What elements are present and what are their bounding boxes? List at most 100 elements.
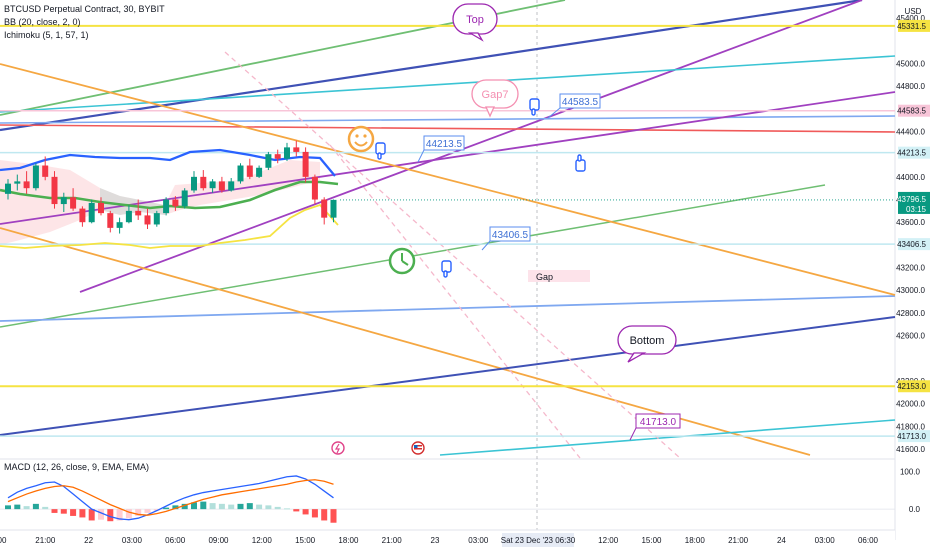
crosshair-time-tag[interactable]: Sat 23 Dec '23 06:30 (501, 533, 576, 547)
smile-face-eye (355, 134, 359, 138)
price-label-44213[interactable]: 44213.5 (417, 135, 465, 163)
bb-legend[interactable]: BB (20, close, 2, 0) (4, 17, 81, 27)
cyan-trendline-bottom[interactable] (439, 419, 896, 456)
thumbs-up-icon-1[interactable] (575, 154, 586, 172)
candle-body (209, 181, 216, 189)
candle-29[interactable] (274, 149, 281, 164)
ichimoku-legend[interactable]: Ichimoku (5, 1, 57, 1) (4, 30, 89, 40)
event-marker-outline (331, 441, 345, 455)
candle-16[interactable] (153, 210, 160, 227)
purple-trendline-upper[interactable] (79, 0, 863, 293)
candle-12[interactable] (116, 217, 123, 234)
price-tick-label: 43000.0 (896, 286, 925, 295)
macd-histogram-bar-14 (135, 509, 142, 516)
price-level-tag-44213.5[interactable]: 44213.5 (897, 146, 930, 159)
candle-19[interactable] (181, 188, 188, 209)
candle-9[interactable] (88, 199, 95, 224)
price-level-tag-41713.0[interactable]: 41713.0 (897, 430, 930, 443)
top-callout[interactable]: Top (452, 3, 498, 42)
gap7-callout-tail (484, 106, 496, 118)
candle-10[interactable] (98, 197, 104, 216)
navy-trendline-top[interactable] (0, 0, 863, 132)
candle-14[interactable] (135, 199, 142, 220)
gap-zone[interactable] (528, 270, 590, 282)
price-label-44583[interactable]: 44583.5 (547, 93, 601, 119)
candle-body (88, 202, 95, 223)
candle-body (153, 213, 160, 225)
candle-body (98, 202, 104, 214)
candle-22[interactable] (209, 179, 216, 193)
price-level-tag-43406.5[interactable]: 43406.5 (897, 238, 930, 251)
candle-3[interactable] (32, 163, 39, 191)
event-marker-icon[interactable] (331, 441, 345, 455)
blue-trendline-lower[interactable] (0, 295, 896, 322)
orange-trendline-upper[interactable] (0, 63, 896, 296)
candle-24[interactable] (228, 177, 235, 192)
price-label-43406[interactable]: 43406.5 (481, 226, 531, 251)
blue-level-line-upper[interactable] (0, 115, 896, 124)
us-flag-event-icon[interactable] (411, 441, 425, 455)
candle-35[interactable] (330, 199, 337, 223)
navy-trendline-bottom[interactable] (0, 316, 896, 436)
thumbs-down-icon-2[interactable] (529, 98, 540, 116)
candle-17[interactable] (163, 197, 170, 216)
price-level-tag-44583.5[interactable]: 44583.5 (897, 104, 930, 117)
candle-13[interactable] (125, 205, 132, 224)
candle-28[interactable] (265, 151, 272, 171)
pink-dashed-channel-2[interactable] (329, 144, 581, 459)
candle-27[interactable] (256, 165, 263, 178)
candle-21[interactable] (200, 170, 207, 191)
pink-dashed-channel-1[interactable] (224, 51, 681, 459)
smile-face-icon[interactable] (347, 125, 375, 153)
price-level-tag-45331.5[interactable]: 45331.5 (897, 19, 930, 32)
bottom-callout[interactable]: Bottom (617, 325, 677, 363)
symbol-legend[interactable]: BTCUSD Perpetual Contract, 30, BYBIT (4, 4, 165, 14)
candle-23[interactable] (218, 176, 225, 193)
price-label-41713[interactable]: 41713.0 (629, 413, 681, 441)
price-level-tag-42153.0[interactable]: 42153.0 (897, 380, 930, 393)
candle-20[interactable] (191, 171, 197, 193)
gap-label: Gap (536, 272, 553, 282)
price-tick-label: 41800.0 (896, 422, 925, 431)
candle-30[interactable] (284, 142, 290, 161)
candle-31[interactable] (293, 140, 300, 157)
candle-26[interactable] (246, 158, 253, 180)
bollinger-lower-band (0, 203, 339, 249)
macd-histogram-bar-16 (153, 509, 160, 511)
candle-1[interactable] (14, 174, 21, 191)
purple-trendline-lower[interactable] (0, 91, 896, 225)
candle-15[interactable] (144, 208, 151, 229)
price-level-tag-bg (898, 380, 930, 393)
candle-34[interactable] (321, 197, 328, 225)
last-price-tag[interactable]: 43796.503:15 (897, 191, 930, 214)
candle-4[interactable] (42, 156, 49, 181)
candle-11[interactable] (107, 210, 114, 233)
time-tick-label: 15:00 (641, 536, 662, 545)
price-level-tag-text: 45331.5 (897, 22, 926, 31)
price-label-44213-box (423, 135, 465, 151)
candle-8[interactable] (79, 206, 86, 227)
thumbs-down-icon-1[interactable] (375, 142, 386, 160)
candle-body (70, 197, 77, 209)
candle-2[interactable] (23, 171, 30, 194)
candle-33[interactable] (311, 174, 318, 205)
macd-legend[interactable]: MACD (12, 26, close, 9, EMA, EMA) (4, 462, 150, 472)
thumbs-down-icon-3[interactable] (441, 260, 452, 278)
price-level-tag-text: 41713.0 (897, 432, 926, 441)
candle-6[interactable] (60, 192, 67, 212)
gap7-callout[interactable]: Gap7 (471, 79, 519, 118)
red-level-line[interactable] (0, 124, 896, 133)
candle-5[interactable] (51, 171, 58, 209)
macd-histogram-bar-21 (200, 501, 207, 510)
candle-18[interactable] (172, 196, 179, 211)
candle-32[interactable] (302, 147, 309, 183)
candle-7[interactable] (70, 188, 77, 211)
macd-histogram-bar-23 (218, 503, 225, 510)
bottom-callout-tail (627, 352, 647, 363)
macd-histogram-bar-13 (125, 509, 132, 519)
candle-0[interactable] (5, 179, 11, 200)
clock-face-icon[interactable] (388, 247, 416, 275)
price-label-44583-box (559, 93, 601, 109)
candle-25[interactable] (237, 163, 244, 184)
